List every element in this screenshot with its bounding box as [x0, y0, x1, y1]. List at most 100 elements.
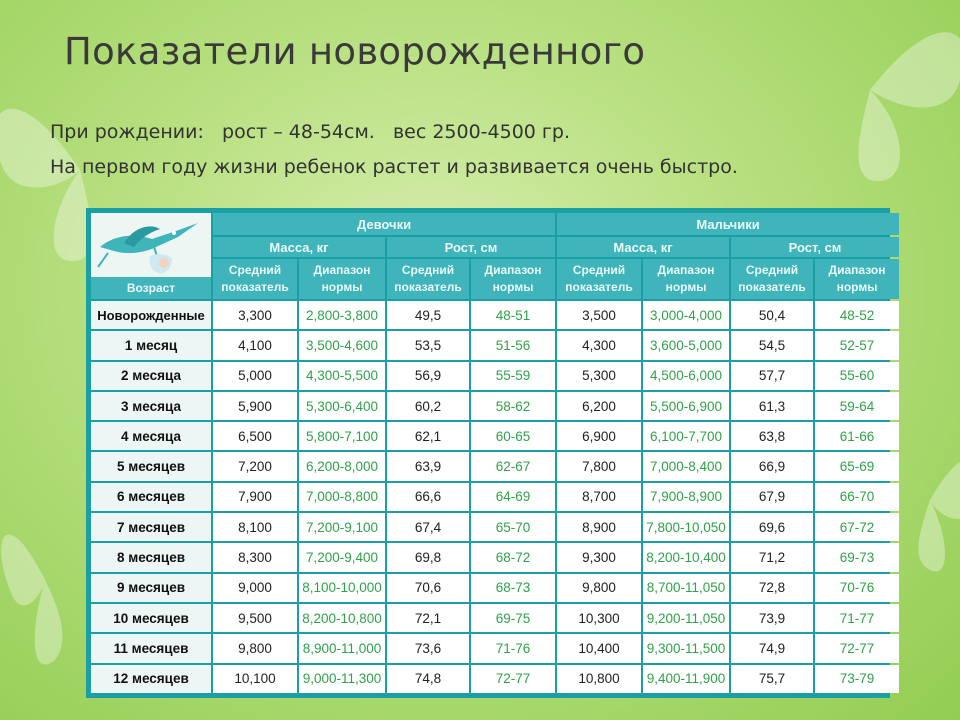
boys-height-range: 66-70 — [815, 482, 900, 512]
girls-mass-avg: 3,300 — [213, 301, 297, 330]
range-header: Диапазон нормы — [471, 259, 556, 299]
girls-height-avg: 49,5 — [387, 301, 469, 330]
boys-mass-range: 7,900-8,900 — [643, 482, 730, 512]
girls-height-range: 65-70 — [471, 513, 556, 542]
boys-height-range: 59-64 — [815, 391, 900, 421]
girls-mass-range: 2,800-3,800 — [299, 301, 385, 330]
butterfly-decoration-icon — [760, 0, 960, 190]
age-cell: 8 месяцев — [91, 543, 211, 572]
boys-height-range: 52-57 — [815, 331, 900, 360]
table-row: 1 месяц 4,100 3,500-4,600 53,5 51-56 4,300 3,6… — [91, 331, 900, 360]
age-cell: Новорожденные — [91, 301, 211, 330]
table-row: 9 месяцев 9,000 8,100-10,000 70,6 68-73 9,800… — [91, 573, 900, 602]
girls-mass-header: Масса, кг — [213, 237, 385, 257]
boys-height-range: 73-79 — [815, 664, 900, 693]
girls-mass-avg: 5,000 — [213, 361, 297, 390]
girls-height-header: Рост, см — [387, 237, 556, 257]
boys-height-header: Рост, см — [731, 237, 900, 257]
girls-mass-range: 5,800-7,100 — [299, 422, 385, 451]
age-cell: 2 месяца — [91, 361, 211, 390]
girls-height-avg: 63,9 — [387, 452, 469, 481]
girls-mass-avg: 10,100 — [213, 664, 297, 693]
age-cell: 3 месяца — [91, 391, 211, 421]
page-title: Показатели новорожденного — [64, 30, 646, 73]
age-cell: 6 месяцев — [91, 482, 211, 512]
girls-height-range: 64-69 — [471, 482, 556, 512]
boys-height-range: 71-77 — [815, 603, 900, 633]
boys-mass-avg: 3,500 — [557, 301, 642, 330]
girls-height-range: 51-56 — [471, 331, 556, 360]
boys-mass-range: 7,000-8,400 — [643, 452, 730, 481]
girls-mass-avg: 6,500 — [213, 422, 297, 451]
girls-height-range: 60-65 — [471, 422, 556, 451]
growth-table: Возраст Девочки Мальчики Масса, кг Рост,… — [86, 208, 900, 698]
girls-height-avg: 73,6 — [387, 634, 469, 663]
table-row: 4 месяца 6,500 5,800-7,100 62,1 60-65 6,900 6,… — [91, 422, 900, 451]
girls-height-avg: 53,5 — [387, 331, 469, 360]
age-column-header: Возраст — [91, 213, 211, 299]
table-row: 2 месяца 5,000 4,300-5,500 56,9 55-59 5,300 4,… — [91, 361, 900, 390]
boys-mass-range: 9,400-11,900 — [643, 664, 730, 693]
boys-height-range: 72-77 — [815, 634, 900, 663]
girls-mass-avg: 7,900 — [213, 482, 297, 512]
boys-height-avg: 69,6 — [731, 513, 814, 542]
boys-mass-avg: 7,800 — [557, 452, 642, 481]
boys-height-range: 55-60 — [815, 361, 900, 390]
girls-height-range: 69-75 — [471, 603, 556, 633]
girls-mass-range: 7,000-8,800 — [299, 482, 385, 512]
boys-mass-range: 5,500-6,900 — [643, 391, 730, 421]
boys-height-range: 65-69 — [815, 452, 900, 481]
boys-mass-range: 4,500-6,000 — [643, 361, 730, 390]
age-cell: 9 месяцев — [91, 573, 211, 602]
boys-mass-range: 8,700-11,050 — [643, 573, 730, 602]
girls-height-avg: 72,1 — [387, 603, 469, 633]
girls-height-range: 62-67 — [471, 452, 556, 481]
age-cell: 7 месяцев — [91, 513, 211, 542]
boys-height-range: 48-52 — [815, 301, 900, 330]
birth-stats-line: При рождении: рост – 48-54см. вес 2500-4… — [50, 121, 570, 143]
girls-mass-range: 9,000-11,300 — [299, 664, 385, 693]
girls-height-avg: 62,1 — [387, 422, 469, 451]
table-row: 3 месяца 5,900 5,300-6,400 60,2 58-62 6,200 5,… — [91, 391, 900, 421]
boys-mass-range: 3,600-5,000 — [643, 331, 730, 360]
age-cell: 11 месяцев — [91, 634, 211, 663]
boys-mass-range: 9,300-11,500 — [643, 634, 730, 663]
butterfly-decoration-icon — [0, 480, 90, 680]
table-row: 10 месяцев 9,500 8,200-10,800 72,1 69-75 10,3… — [91, 603, 900, 633]
table-row: 8 месяцев 8,300 7,200-9,400 69,8 68-72 9,300 8… — [91, 543, 900, 572]
boys-height-avg: 73,9 — [731, 603, 814, 633]
birth-height: рост – 48-54см. — [222, 121, 375, 143]
boys-height-avg: 57,7 — [731, 361, 814, 390]
boys-height-avg: 75,7 — [731, 664, 814, 693]
boys-header: Мальчики — [557, 213, 900, 235]
birth-label: При рождении: — [50, 121, 204, 143]
girls-height-avg: 60,2 — [387, 391, 469, 421]
butterfly-decoration-icon — [880, 420, 960, 580]
boys-mass-avg: 8,700 — [557, 482, 642, 512]
boys-mass-avg: 8,900 — [557, 513, 642, 542]
table-row: 5 месяцев 7,200 6,200-8,000 63,9 62-67 7,800 7… — [91, 452, 900, 481]
girls-height-range: 68-72 — [471, 543, 556, 572]
butterfly-decoration-icon — [0, 60, 180, 280]
girls-mass-range: 8,100-10,000 — [299, 573, 385, 602]
girls-mass-avg: 8,300 — [213, 543, 297, 572]
girls-height-avg: 66,6 — [387, 482, 469, 512]
range-header: Диапазон нормы — [299, 259, 385, 299]
girls-mass-avg: 5,900 — [213, 391, 297, 421]
girls-header: Девочки — [213, 213, 556, 235]
girls-height-avg: 69,8 — [387, 543, 469, 572]
girls-mass-avg: 9,000 — [213, 573, 297, 602]
boys-height-avg: 63,8 — [731, 422, 814, 451]
boys-mass-range: 3,000-4,000 — [643, 301, 730, 330]
boys-mass-avg: 9,800 — [557, 573, 642, 602]
boys-mass-avg: 10,400 — [557, 634, 642, 663]
boys-mass-avg: 10,800 — [557, 664, 642, 693]
girls-height-range: 71-76 — [471, 634, 556, 663]
boys-height-range: 69-73 — [815, 543, 900, 572]
girls-height-avg: 74,8 — [387, 664, 469, 693]
age-header-label: Возраст — [91, 277, 211, 299]
girls-mass-avg: 8,100 — [213, 513, 297, 542]
avg-header: Средний показатель — [387, 259, 469, 299]
age-cell: 1 месяц — [91, 331, 211, 360]
boys-mass-avg: 5,300 — [557, 361, 642, 390]
